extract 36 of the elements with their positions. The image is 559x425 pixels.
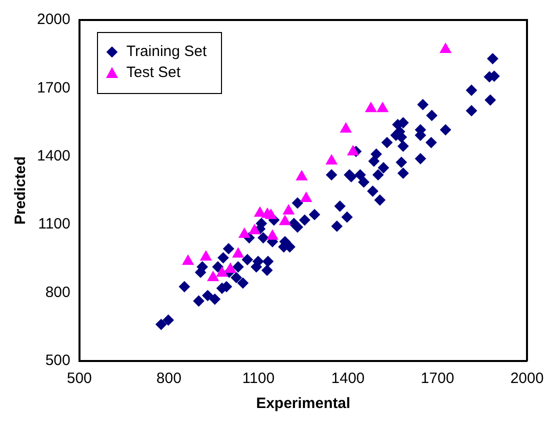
legend-label: Test Set <box>126 64 181 81</box>
point <box>279 215 291 226</box>
x-tick-label: 800 <box>156 370 182 388</box>
point <box>248 224 260 234</box>
y-tick-label: 800 <box>45 284 70 301</box>
point <box>347 145 359 156</box>
y-tick-label: 1100 <box>38 216 70 233</box>
x-tick-label: 500 <box>66 370 92 388</box>
point <box>224 262 236 273</box>
x-axis-title: Experimental <box>256 395 350 412</box>
point <box>440 43 452 54</box>
point <box>182 254 194 265</box>
point <box>376 102 388 112</box>
x-tick-label: 1700 <box>420 370 454 388</box>
point <box>238 228 250 238</box>
y-tick-label: 500 <box>45 352 70 370</box>
point <box>340 122 352 133</box>
y-tick-label: 1700 <box>36 79 70 96</box>
point <box>296 170 308 180</box>
point <box>207 271 219 282</box>
point <box>232 248 244 258</box>
point <box>266 230 278 240</box>
point <box>365 102 377 112</box>
x-tick-label: 1400 <box>331 370 365 388</box>
legend-label: Training Set <box>126 43 207 60</box>
y-tick-label: 1400 <box>36 148 70 165</box>
x-tick-label: 1100 <box>242 370 275 388</box>
x-tick-label: 2000 <box>510 370 544 388</box>
point <box>265 209 277 220</box>
point <box>282 204 294 214</box>
y-tick-label: 2000 <box>36 11 70 28</box>
point <box>300 192 312 202</box>
point <box>326 154 338 164</box>
point <box>216 266 228 277</box>
y-axis-title: Predicted <box>12 156 30 225</box>
point <box>200 250 212 261</box>
